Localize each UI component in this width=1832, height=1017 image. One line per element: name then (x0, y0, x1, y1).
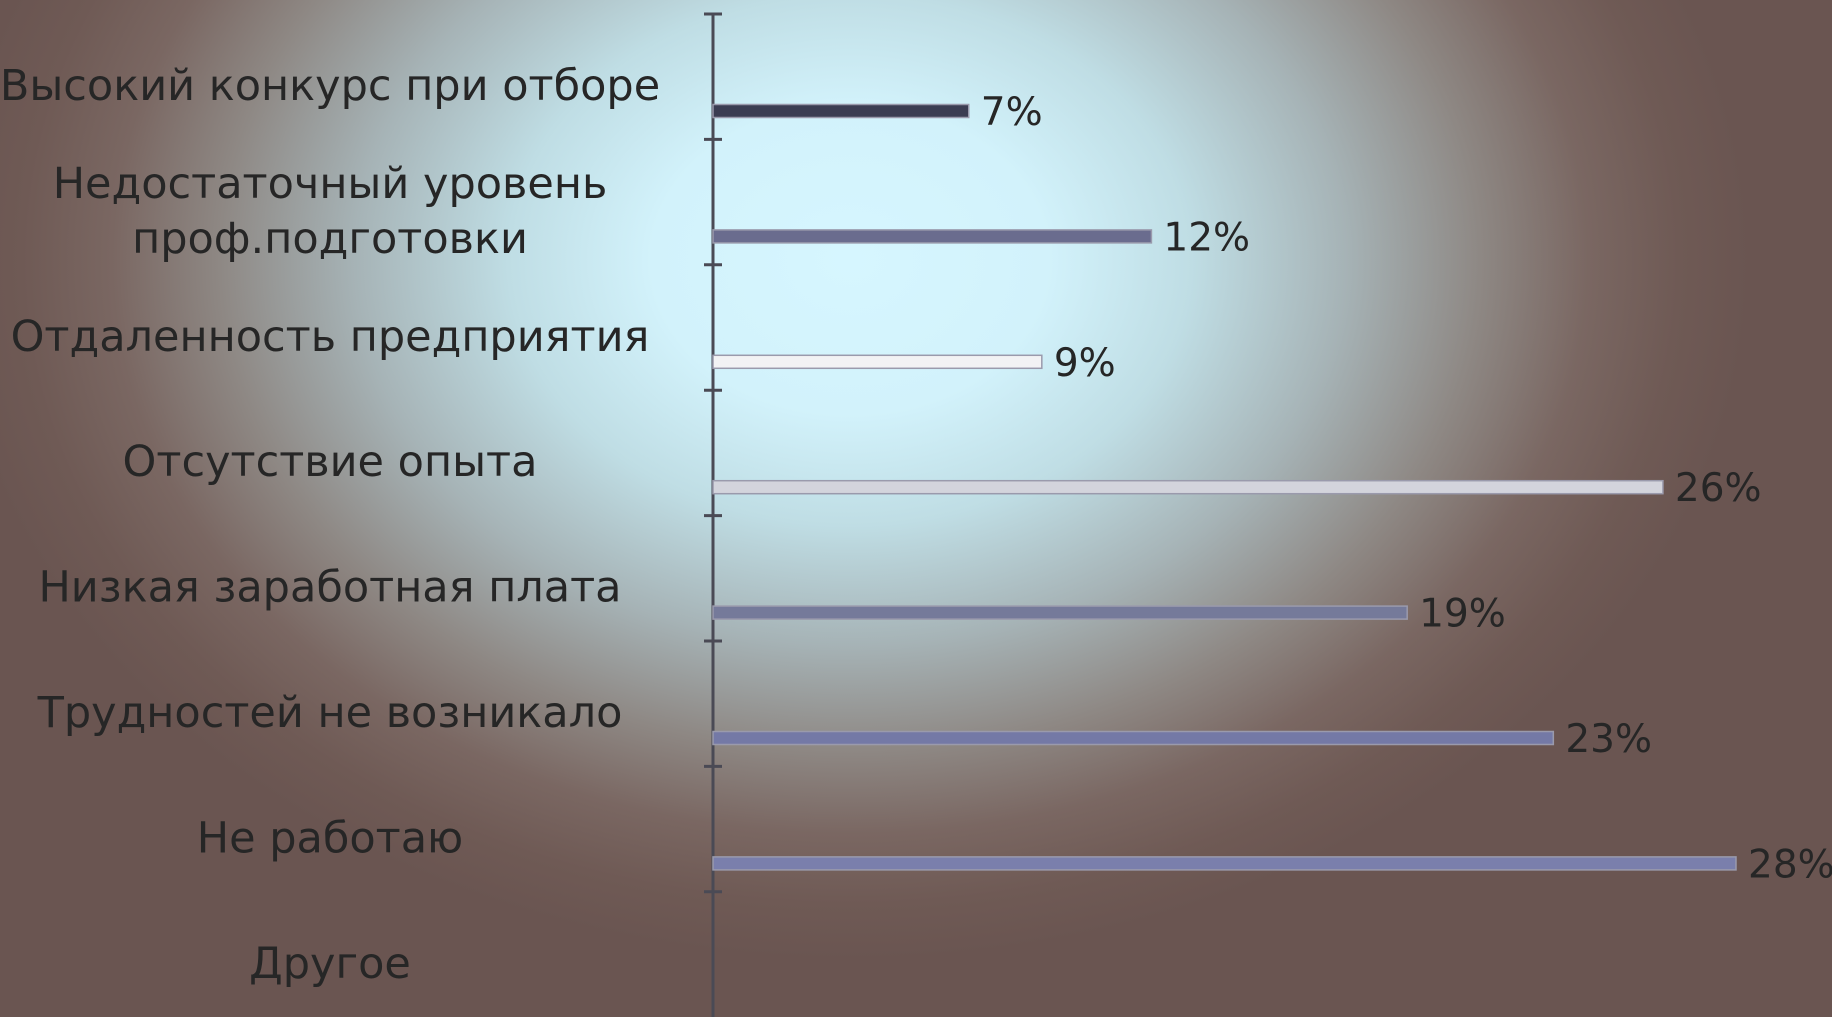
value-label: 28% (1748, 842, 1832, 887)
value-label: 19% (1419, 592, 1506, 637)
bar (712, 354, 1043, 370)
value-label: 23% (1565, 717, 1652, 762)
category-label: проф.подготовки (132, 214, 528, 264)
category-label: Недостаточный уровень (53, 159, 608, 209)
bar (712, 229, 1153, 244)
category-label: Не работаю (197, 813, 464, 863)
value-label: 12% (1163, 215, 1250, 260)
bar (712, 856, 1737, 871)
value-label: 9% (1054, 341, 1116, 386)
value-label: 26% (1675, 466, 1762, 511)
value-label: 7% (981, 90, 1043, 135)
category-label: Низкая заработная плата (38, 563, 621, 613)
category-label: Отдаленность предприятия (11, 312, 650, 362)
bar (712, 103, 970, 119)
category-label: Другое (249, 939, 411, 989)
bar (712, 479, 1664, 495)
bar (712, 730, 1555, 746)
bar (712, 605, 1408, 620)
category-label: Высокий конкурс при отборе (0, 61, 660, 111)
category-label: Отсутствие опыта (123, 437, 538, 487)
category-label: Трудностей не возникало (37, 688, 623, 738)
